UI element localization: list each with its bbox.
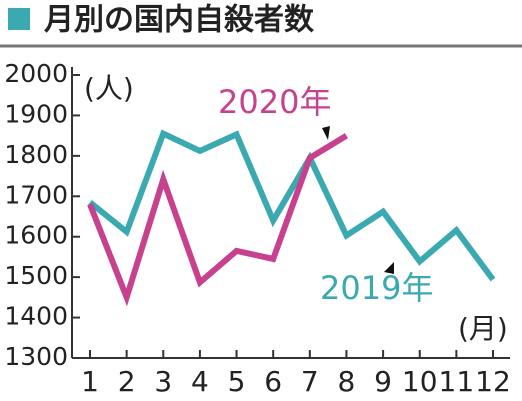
series-line xyxy=(87,133,349,307)
x-tick-label: 4 xyxy=(191,365,209,398)
annotation-arrow xyxy=(322,126,330,140)
x-tick-label: 7 xyxy=(301,365,319,398)
x-tick-label: 9 xyxy=(374,365,392,398)
y-tick-label: 1500 xyxy=(4,261,68,290)
x-tick-label: 1 xyxy=(81,365,99,398)
x-tick-label: 5 xyxy=(228,365,246,398)
y-tick-label: 1400 xyxy=(4,302,68,331)
x-tick-label: 6 xyxy=(264,365,282,398)
y-axis-label: (人) xyxy=(84,72,134,105)
x-tick-label: 11 xyxy=(439,365,475,398)
y-tick-label: 1700 xyxy=(4,180,68,209)
series-line xyxy=(88,129,496,282)
x-axis-label: (月) xyxy=(458,312,508,345)
x-tick-label: 12 xyxy=(475,365,511,398)
x-tick-label: 2 xyxy=(118,365,136,398)
y-tick-label: 1600 xyxy=(4,221,68,250)
title-square xyxy=(8,8,30,30)
x-tick-label: 3 xyxy=(154,365,172,398)
series-annotation: 2020年 xyxy=(218,83,331,121)
y-tick-label: 1800 xyxy=(4,140,68,169)
series-annotation: 2019年 xyxy=(320,269,433,307)
annotation-arrow xyxy=(384,262,394,274)
y-tick-label: 1300 xyxy=(4,342,68,371)
x-tick-label: 10 xyxy=(402,365,438,398)
chart-title: 月別の国内自殺者数 xyxy=(44,3,315,38)
x-tick-label: 8 xyxy=(338,365,356,398)
y-tick-label: 1900 xyxy=(4,99,68,128)
y-tick-label: 2000 xyxy=(4,59,68,88)
